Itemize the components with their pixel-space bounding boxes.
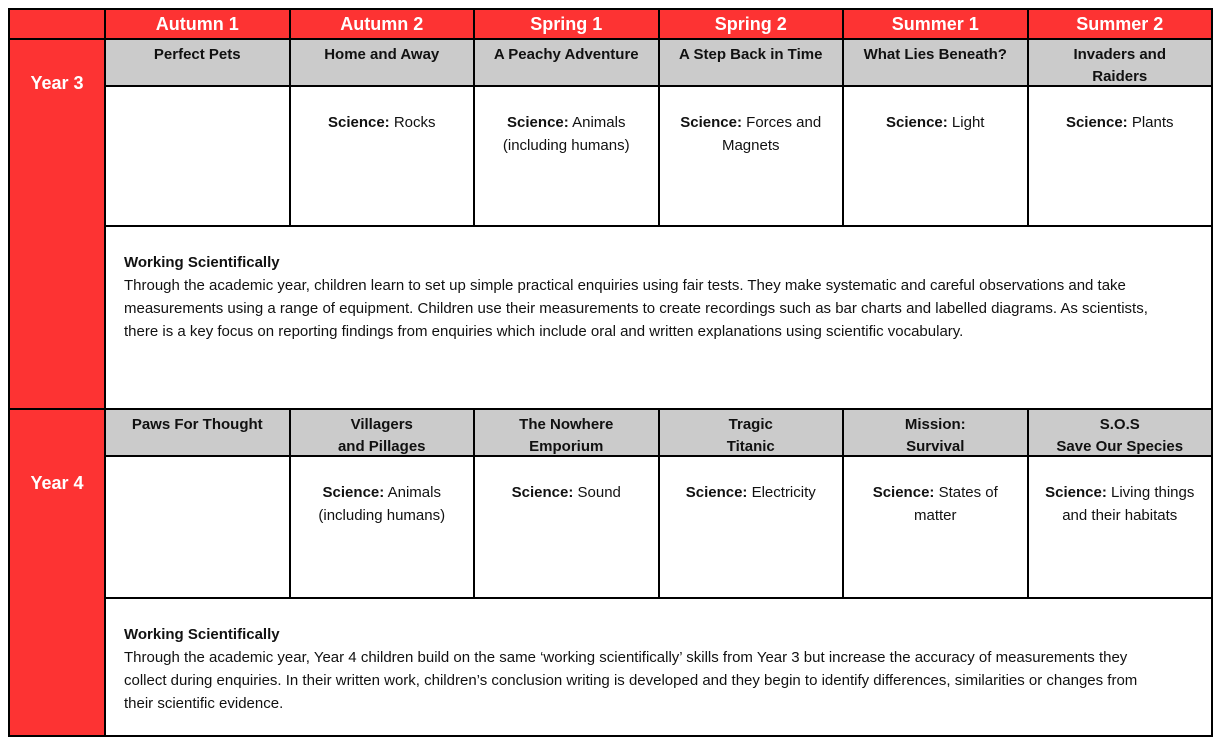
science-subject: Plants — [1131, 114, 1174, 131]
working-scientifically-text-year3: Through the academic year, children lear… — [124, 277, 1148, 340]
science-subject: Forces and Magnets — [721, 114, 822, 154]
topic-cell-year3-spring-2: A Step Back in Time — [659, 40, 842, 85]
topic-cell-year3-autumn-1: Perfect Pets — [106, 40, 289, 85]
science-label: Science: — [322, 484, 385, 501]
science-label: Science: — [872, 484, 935, 501]
curriculum-table: Autumn 1 Autumn 2 Spring 1 Spring 2 Summ… — [8, 8, 1213, 737]
term-header-spring-1: Spring 1 — [475, 10, 658, 38]
science-cell-year4-summer-1: Science: States of matter — [844, 457, 1027, 597]
topic-cell-year4-autumn-1: Paws For Thought — [106, 410, 289, 455]
working-scientifically-cell-year3: Working Scientifically Through the acade… — [106, 227, 1211, 408]
year4-label: Year 4 — [10, 410, 104, 735]
science-label: Science: — [1045, 484, 1107, 501]
science-subject: Electricity — [751, 484, 816, 501]
science-cell-year3-autumn-1 — [106, 87, 289, 225]
topic-cell-year4-spring-2: Tragic Titanic — [659, 410, 842, 455]
topic-cell-year4-summer-1: Mission: Survival — [844, 410, 1027, 455]
science-subject: Rocks — [393, 114, 436, 131]
science-cell-year4-autumn-2: Science: Animals (including humans) — [290, 457, 473, 597]
science-label: Science: — [511, 484, 574, 501]
topic-cell-year4-autumn-2: Villagers and Pillages — [290, 410, 473, 455]
science-label: Science: — [327, 114, 390, 131]
science-subject: States of matter — [913, 484, 998, 524]
science-cell-year3-summer-1: Science: Light — [844, 87, 1027, 225]
topic-cell-year3-spring-1: A Peachy Adventure — [475, 40, 658, 85]
science-subject: Living things and their habitats — [1062, 484, 1195, 524]
science-label: Science: — [1065, 114, 1128, 131]
science-label: Science: — [507, 114, 569, 131]
science-subject: Animals (including humans) — [502, 114, 630, 154]
term-header-summer-2: Summer 2 — [1028, 10, 1211, 38]
term-header-autumn-2: Autumn 2 — [290, 10, 473, 38]
topic-cell-year3-summer-1: What Lies Beneath? — [844, 40, 1027, 85]
science-label: Science: — [685, 484, 748, 501]
topic-cell-year4-spring-1: The Nowhere Emporium — [475, 410, 658, 455]
science-cell-year3-spring-2: Science: Forces and Magnets — [659, 87, 842, 225]
science-cell-year4-spring-1: Science: Sound — [475, 457, 658, 597]
topic-cell-year4-summer-2: S.O.S Save Our Species — [1028, 410, 1211, 455]
science-cell-year4-autumn-1 — [106, 457, 289, 597]
working-scientifically-cell-year4: Working Scientifically Through the acade… — [106, 599, 1211, 735]
science-cell-year4-spring-2: Science: Electricity — [659, 457, 842, 597]
science-label: Science: — [886, 114, 948, 131]
term-header-summer-1: Summer 1 — [844, 10, 1027, 38]
topic-cell-year3-summer-2: Invaders and Raiders — [1028, 40, 1211, 85]
science-cell-year3-summer-2: Science: Plants — [1028, 87, 1211, 225]
term-header-spring-2: Spring 2 — [659, 10, 842, 38]
science-subject: Sound — [577, 484, 621, 501]
year3-label: Year 3 — [10, 40, 104, 408]
science-cell-year3-spring-1: Science: Animals (including humans) — [475, 87, 658, 225]
working-scientifically-title: Working Scientifically — [124, 254, 280, 271]
science-label: Science: — [680, 114, 742, 131]
science-subject: Light — [951, 114, 985, 131]
working-scientifically-text-year4: Through the academic year, Year 4 childr… — [124, 649, 1138, 712]
term-header-autumn-1: Autumn 1 — [106, 10, 289, 38]
science-cell-year4-summer-2: Science: Living things and their habitat… — [1028, 457, 1211, 597]
science-subject: Animals (including humans) — [318, 484, 446, 524]
topic-cell-year3-autumn-2: Home and Away — [290, 40, 473, 85]
corner-cell — [10, 10, 104, 38]
working-scientifically-title: Working Scientifically — [124, 626, 280, 643]
science-cell-year3-autumn-2: Science: Rocks — [290, 87, 473, 225]
